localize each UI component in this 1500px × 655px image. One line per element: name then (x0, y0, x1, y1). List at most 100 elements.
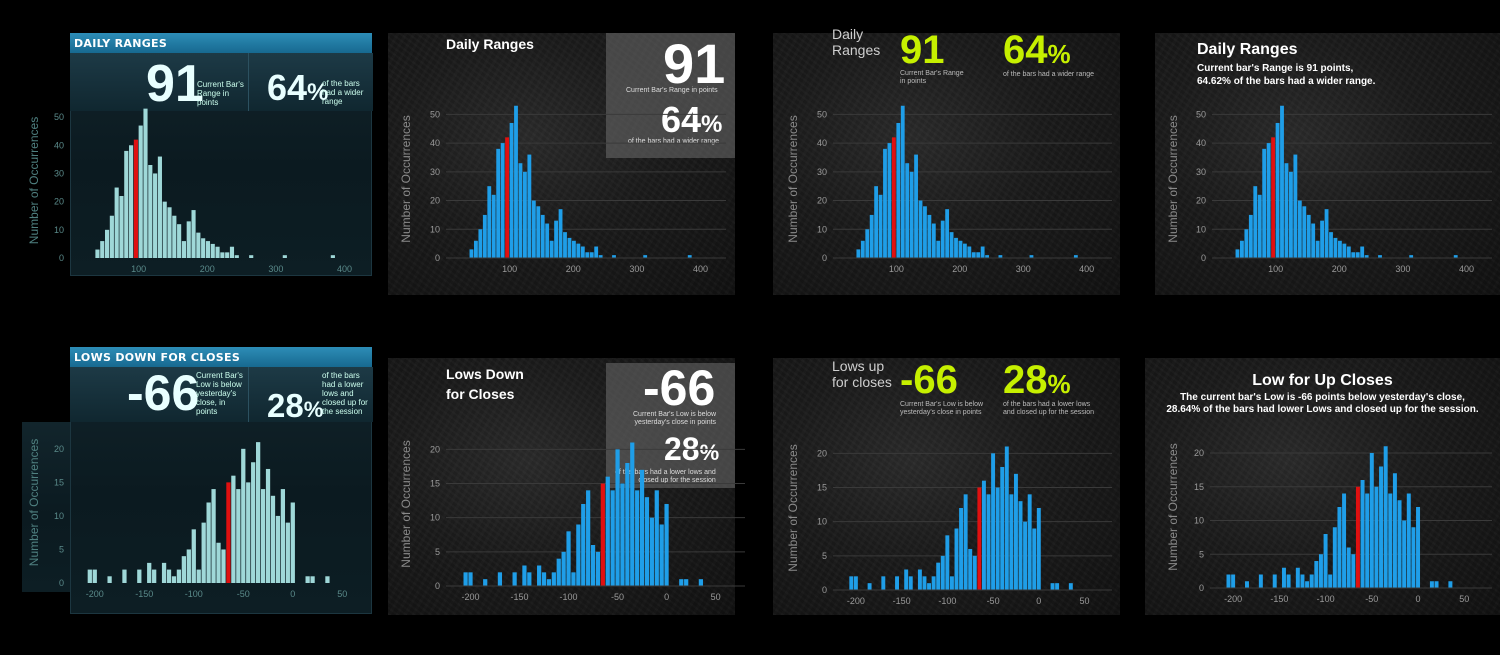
bar (576, 243, 581, 258)
bar (1333, 237, 1338, 258)
bar (922, 576, 927, 590)
bar (949, 576, 954, 590)
y-tick-label: 0 (1201, 253, 1206, 263)
bar (1364, 255, 1369, 258)
bar (1324, 209, 1329, 258)
bar (905, 163, 910, 258)
bar (630, 442, 635, 586)
bar (473, 240, 478, 258)
bar (883, 148, 887, 258)
y-tick-label: 30 (54, 168, 64, 178)
bar (469, 249, 474, 258)
panel4-title: Low for Up Closes (1252, 372, 1393, 389)
y-axis-label: Number of Occurrences (1166, 443, 1180, 570)
x-tick-label: -200 (847, 596, 865, 606)
bar (563, 232, 567, 258)
bar (1332, 527, 1337, 588)
panel-lows-teal-yaxis (22, 422, 70, 592)
x-tick-label: -50 (611, 592, 624, 602)
y-tick-label: 50 (430, 109, 440, 119)
x-tick-label: 200 (1332, 264, 1347, 274)
x-tick-label: 200 (566, 264, 581, 274)
bar (514, 105, 518, 258)
y-tick-label: 0 (435, 253, 440, 263)
bar (290, 502, 295, 583)
bar (161, 562, 167, 583)
bar (162, 201, 167, 258)
bar (945, 209, 950, 258)
bar (874, 186, 879, 258)
bar (1280, 105, 1284, 258)
x-tick-label: 400 (1459, 264, 1474, 274)
bar (518, 163, 523, 258)
y-tick-label: 15 (1194, 482, 1204, 492)
bar (698, 579, 703, 586)
stat-box-range (70, 53, 248, 111)
bar (589, 252, 594, 258)
bar (124, 150, 129, 258)
bar (1302, 206, 1307, 258)
y-tick-label: 10 (54, 511, 64, 521)
bar (1337, 240, 1342, 258)
bar (497, 572, 503, 586)
bar (1434, 581, 1439, 588)
y-tick-label: 20 (430, 196, 440, 206)
x-tick-label: 300 (1016, 264, 1031, 274)
bar (1271, 137, 1276, 258)
pct-label: of the bars had a lower lows and closed … (615, 469, 716, 484)
bar (644, 497, 650, 586)
bar (1314, 561, 1319, 588)
panel2-title: Daily Ranges (446, 36, 534, 52)
y-tick-label: 0 (1199, 583, 1204, 593)
stat-label: Current Bar's Range in points (626, 87, 718, 94)
bar (976, 252, 981, 258)
x-tick-label: -100 (560, 592, 578, 602)
bar (981, 480, 986, 590)
y-tick-label: 5 (435, 547, 440, 557)
pct-label: of the bars had a wider range (628, 138, 720, 145)
bar (509, 122, 514, 259)
x-tick-label: 100 (502, 264, 517, 274)
bar (148, 165, 153, 258)
bar (1329, 232, 1333, 258)
bar (483, 579, 488, 586)
bar (1018, 501, 1023, 590)
y-tick-label: 10 (817, 517, 827, 527)
bar (167, 207, 172, 258)
bar (687, 255, 692, 258)
bar (1266, 143, 1271, 258)
bar (1293, 154, 1298, 258)
bar (1248, 214, 1253, 258)
bar (1055, 583, 1060, 590)
bar (256, 442, 261, 583)
bar (1000, 467, 1005, 590)
y-tick-label: 10 (54, 225, 64, 235)
bar (962, 243, 967, 258)
bar (998, 255, 1003, 258)
bar (505, 137, 510, 258)
bar (1309, 574, 1314, 588)
bar (270, 495, 276, 583)
y-tick-label: 40 (54, 140, 64, 150)
bar (914, 154, 918, 258)
y-tick-label: 10 (430, 224, 440, 234)
bar (137, 569, 142, 583)
bar (918, 200, 923, 258)
bar (1244, 581, 1249, 588)
stat-box-grey (606, 33, 735, 158)
stat-box-pct (248, 53, 373, 111)
bar (95, 249, 100, 258)
bar (152, 569, 157, 583)
bar (923, 206, 927, 258)
bar (1374, 486, 1379, 588)
x-tick-label: -150 (511, 592, 529, 602)
x-tick-label: 300 (1395, 264, 1410, 274)
pct-label: of the bars had a wider range (1003, 71, 1095, 78)
x-tick-label: 300 (268, 264, 283, 274)
x-tick-label: -50 (237, 589, 250, 599)
x-tick-label: 50 (337, 589, 347, 599)
bar (945, 535, 950, 590)
bar (620, 483, 625, 586)
y-tick-label: 0 (59, 578, 64, 588)
x-tick-label: -50 (1365, 594, 1378, 604)
